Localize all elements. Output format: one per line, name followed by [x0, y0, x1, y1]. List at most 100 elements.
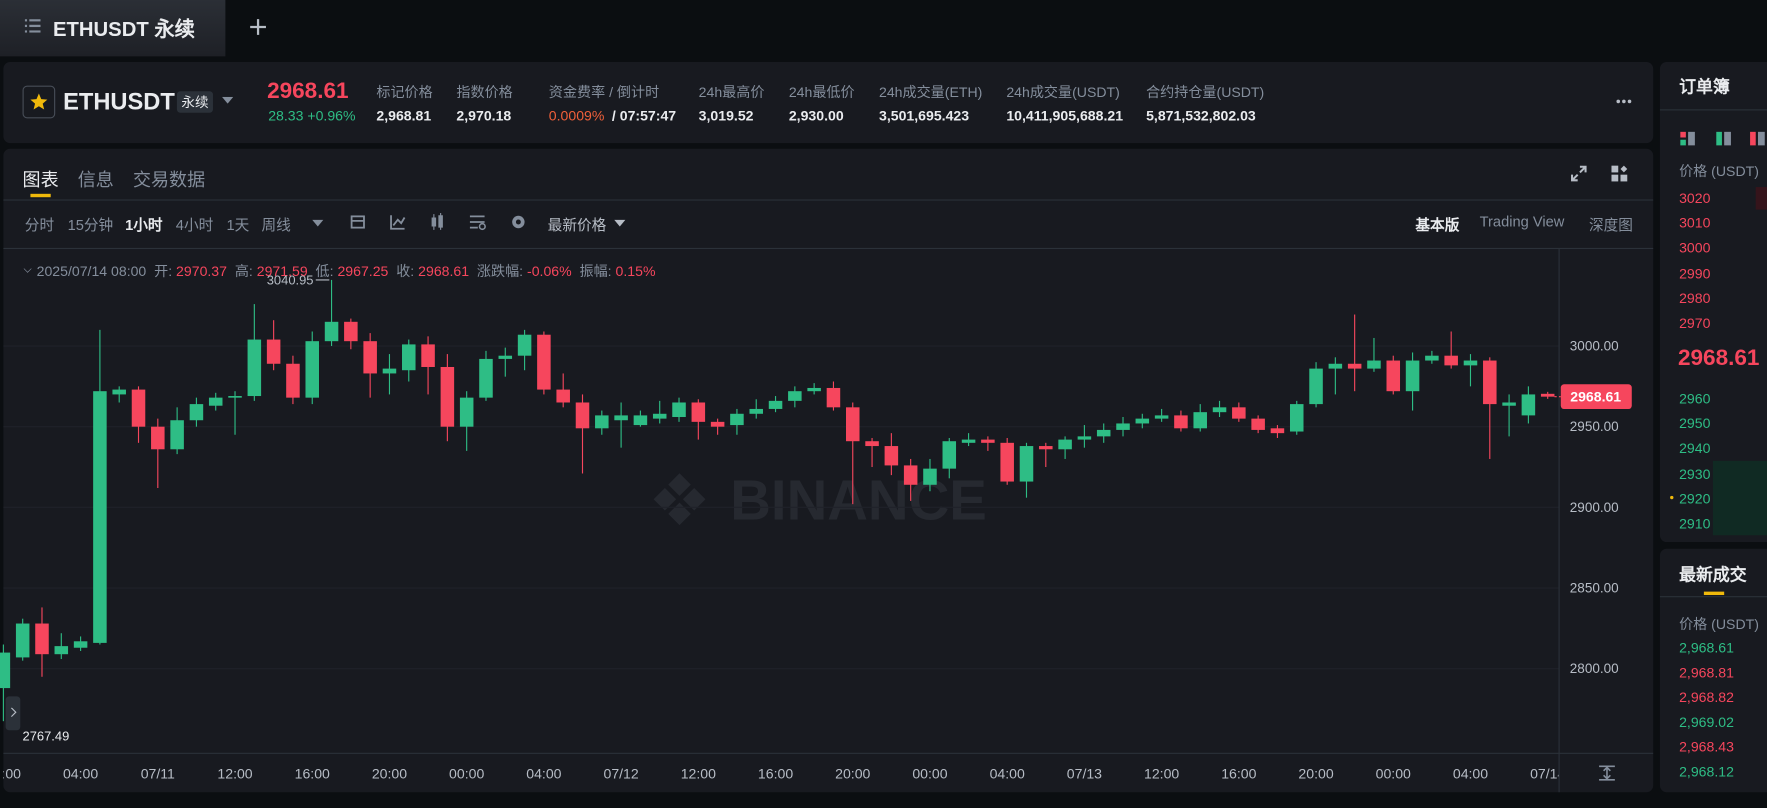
change-label: 涨跌幅: [476, 263, 524, 280]
tab-underline [30, 193, 51, 198]
more-button[interactable] [1616, 99, 1632, 104]
candle-body [1000, 442, 1014, 482]
x-tick-label: 20:00 [1298, 766, 1333, 782]
y-tick-label: 2950.00 [1570, 419, 1619, 434]
x-tick-label: 20:00 [835, 766, 870, 782]
view-option[interactable]: 深度图 [1588, 216, 1633, 234]
ask-price: 3020 [1679, 190, 1711, 207]
chart-tab[interactable]: 信息 [77, 171, 114, 191]
close-label: 收: [396, 263, 415, 280]
close-value: 2968.61 [418, 263, 470, 280]
tab-icon [24, 19, 41, 33]
candle-body [575, 402, 590, 429]
interval[interactable]: 15分钟 [67, 216, 114, 234]
candle-body [1077, 436, 1092, 440]
bid-price: 2960 [1679, 391, 1711, 407]
candle-body [1521, 394, 1536, 416]
trade-price: 2,969.02 [1679, 714, 1734, 731]
stat-value: 2,970.18 [456, 108, 512, 124]
candle-body [710, 421, 725, 427]
bid-price: 2940 [1679, 441, 1711, 457]
x-tick-label: 16:00 [1221, 766, 1256, 782]
book-view-icons[interactable] [1680, 131, 1767, 147]
layout-icon[interactable] [1610, 165, 1628, 183]
x-tick-label: 00:00 [1376, 766, 1411, 782]
chevron [10, 707, 17, 718]
chart-tab[interactable]: 图表 [22, 171, 59, 191]
divider [1558, 249, 1560, 793]
x-tick-label: 04:00 [990, 766, 1025, 782]
candle-body [208, 397, 223, 406]
candle-body [73, 641, 88, 648]
x-tick-label: 16:00 [295, 766, 330, 782]
interval[interactable]: 分时 [24, 216, 55, 234]
favorite-button[interactable] [22, 85, 56, 119]
tab-underline [1703, 591, 1725, 596]
symbol-caret[interactable] [222, 96, 234, 104]
interval-caret[interactable] [312, 219, 324, 227]
candle-body [1135, 418, 1150, 424]
stat-label: 24h成交量(USDT) [1006, 84, 1120, 101]
view-option[interactable]: Trading View [1479, 212, 1565, 230]
book-last-price: 2968.61 [1677, 345, 1760, 371]
candle-body [498, 355, 513, 359]
ask-price: 3010 [1679, 215, 1711, 232]
candle-body [1116, 423, 1130, 430]
stat-value: 2,968.81 [376, 108, 432, 124]
candle-body [1483, 360, 1497, 405]
expand-handle[interactable] [5, 696, 21, 731]
candle-body [1193, 412, 1207, 429]
trade-price: 2,968.12 [1679, 764, 1734, 780]
candle-body [382, 368, 397, 374]
interval[interactable]: 4小时 [175, 216, 214, 234]
ask-price: 2970 [1679, 315, 1711, 332]
tab-title: ETHUSDT 永续 [52, 18, 195, 41]
tool-icons[interactable] [349, 212, 529, 231]
interval[interactable]: 周线 [261, 216, 291, 234]
candle-body [170, 420, 184, 450]
candle-body [923, 468, 937, 485]
plot: 2800.00 2850.00 2900.00 2950.00 3000.00 3040.… [0, 272, 1632, 743]
candle-body [286, 363, 300, 398]
candle-body [1039, 446, 1053, 450]
candle-body [54, 646, 69, 655]
open-label: 开: [154, 263, 173, 280]
symbol[interactable]: ETHUSDT [63, 89, 175, 115]
x-tick-label: 00:00 [449, 766, 484, 782]
candle-body [344, 321, 358, 342]
candle-body [1174, 415, 1188, 429]
candle-body [1444, 355, 1458, 366]
x-tick-label: 04:00 [1453, 766, 1488, 782]
price-type-select[interactable]: 最新价格 [547, 216, 607, 234]
funding-rate: 0.0009% [548, 108, 605, 124]
stat-label: 标记价格 [376, 84, 433, 101]
y-tick-label: 3000.00 [1570, 339, 1619, 354]
countdown: / 07:57:47 [611, 108, 677, 124]
interval[interactable]: 1天 [226, 216, 250, 234]
stat-value: 3,501,695.423 [878, 108, 970, 124]
x-tick-label: 00:00 [912, 766, 947, 782]
symbol-tab[interactable]: ETHUSDT 永续 [0, 0, 226, 57]
depth-bar [1755, 187, 1767, 210]
ask-price: 2980 [1679, 290, 1711, 307]
open-value: 2970.37 [176, 263, 227, 280]
view-option[interactable]: 基本版 [1415, 216, 1460, 234]
candle-body [151, 426, 165, 450]
ticker-panel [3, 61, 1654, 144]
x-tick-label: 00:00 [0, 766, 21, 782]
price-type-caret[interactable] [614, 219, 626, 227]
x-tick-label: 16:00 [758, 766, 793, 782]
candle-body [768, 400, 783, 409]
axis-reset-icon[interactable] [1599, 765, 1615, 781]
interval[interactable]: 1小时 [125, 216, 163, 234]
chart-tab[interactable]: 交易数据 [132, 171, 206, 191]
stat-label: 合约持仓量(USDT) [1146, 84, 1265, 101]
trade-price: 2,968.82 [1679, 689, 1734, 706]
candle-body [228, 396, 242, 398]
candle-body [537, 334, 551, 390]
star-icon [30, 93, 48, 110]
order-book-title: 订单簿 [1679, 77, 1730, 97]
fullscreen-icon[interactable] [1570, 165, 1588, 183]
add-tab[interactable] [249, 18, 267, 36]
y-tick-label: 2850.00 [1570, 581, 1619, 596]
